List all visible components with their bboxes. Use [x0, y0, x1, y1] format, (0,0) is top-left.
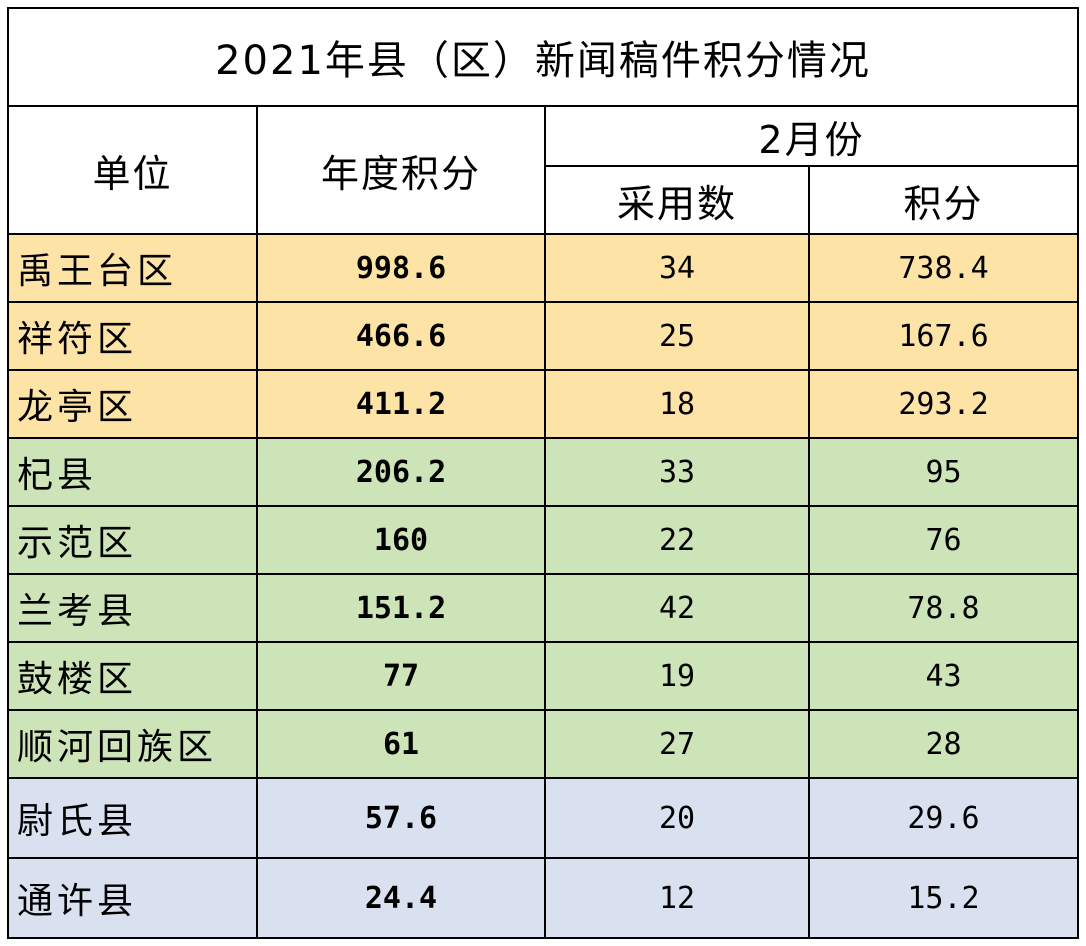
annual-score-cell: 61	[256, 709, 546, 779]
table-row: 通许县 24.4 12 15.2	[7, 857, 1079, 939]
score-cell: 29.6	[808, 777, 1079, 859]
adopted-cell: 19	[544, 641, 810, 711]
annual-score-cell: 998.6	[256, 233, 546, 303]
score-cell: 293.2	[808, 369, 1079, 439]
header-score: 积分	[808, 165, 1079, 235]
table-row: 示范区 160 22 76	[7, 505, 1079, 575]
adopted-cell: 18	[544, 369, 810, 439]
score-cell: 15.2	[808, 857, 1079, 939]
score-cell: 28	[808, 709, 1079, 779]
unit-cell: 通许县	[7, 857, 258, 939]
header-month: 2月份	[544, 105, 1079, 167]
annual-score-cell: 160	[256, 505, 546, 575]
table-row: 禹王台区 998.6 34 738.4	[7, 233, 1079, 303]
table-row: 鼓楼区 77 19 43	[7, 641, 1079, 711]
header-unit: 单位	[7, 105, 258, 235]
unit-cell: 杞县	[7, 437, 258, 507]
annual-score-cell: 466.6	[256, 301, 546, 371]
table-row: 龙亭区 411.2 18 293.2	[7, 369, 1079, 439]
adopted-cell: 25	[544, 301, 810, 371]
annual-score-cell: 57.6	[256, 777, 546, 859]
score-table: 2021年县（区）新闻稿件积分情况 单位 年度积分 2月份 采用数 积分 禹王台…	[7, 7, 1079, 939]
annual-score-cell: 411.2	[256, 369, 546, 439]
header-adopted: 采用数	[544, 165, 810, 235]
unit-cell: 兰考县	[7, 573, 258, 643]
table-row: 顺河回族区 61 27 28	[7, 709, 1079, 779]
header-annual-score: 年度积分	[256, 105, 546, 235]
score-cell: 43	[808, 641, 1079, 711]
table-title: 2021年县（区）新闻稿件积分情况	[7, 7, 1079, 107]
adopted-cell: 27	[544, 709, 810, 779]
score-cell: 95	[808, 437, 1079, 507]
annual-score-cell: 151.2	[256, 573, 546, 643]
table-row: 祥符区 466.6 25 167.6	[7, 301, 1079, 371]
adopted-cell: 12	[544, 857, 810, 939]
annual-score-cell: 24.4	[256, 857, 546, 939]
table-body: 禹王台区 998.6 34 738.4 祥符区 466.6 25 167.6 龙亭区 411.2 1…	[7, 233, 1079, 939]
annual-score-cell: 77	[256, 641, 546, 711]
adopted-cell: 42	[544, 573, 810, 643]
unit-cell: 禹王台区	[7, 233, 258, 303]
unit-cell: 龙亭区	[7, 369, 258, 439]
adopted-cell: 22	[544, 505, 810, 575]
unit-cell: 祥符区	[7, 301, 258, 371]
table-row: 杞县 206.2 33 95	[7, 437, 1079, 507]
score-cell: 78.8	[808, 573, 1079, 643]
annual-score-cell: 206.2	[256, 437, 546, 507]
table-row: 尉氏县 57.6 20 29.6	[7, 777, 1079, 859]
table-row: 兰考县 151.2 42 78.8	[7, 573, 1079, 643]
unit-cell: 顺河回族区	[7, 709, 258, 779]
adopted-cell: 34	[544, 233, 810, 303]
unit-cell: 尉氏县	[7, 777, 258, 859]
score-cell: 76	[808, 505, 1079, 575]
adopted-cell: 20	[544, 777, 810, 859]
adopted-cell: 33	[544, 437, 810, 507]
score-cell: 738.4	[808, 233, 1079, 303]
score-cell: 167.6	[808, 301, 1079, 371]
unit-cell: 鼓楼区	[7, 641, 258, 711]
unit-cell: 示范区	[7, 505, 258, 575]
